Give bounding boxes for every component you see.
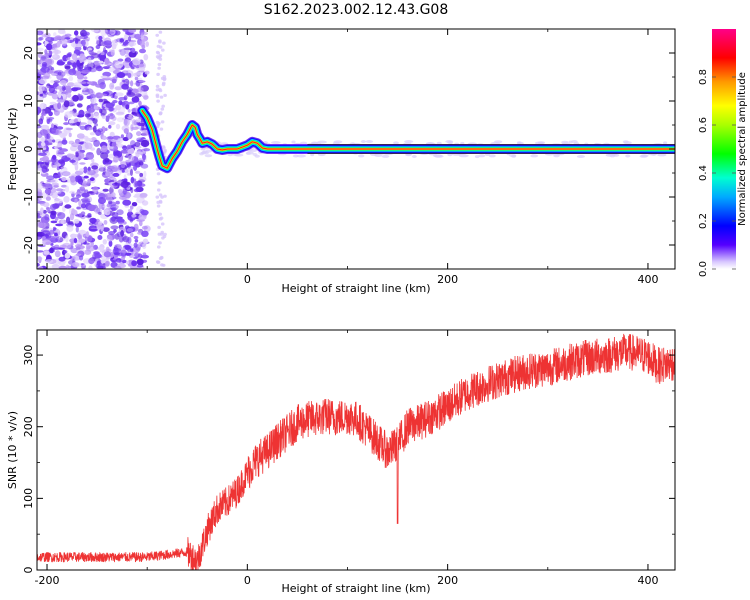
ridge-layer-0: [137, 105, 675, 174]
snr-ytick-label: 300: [22, 345, 35, 366]
colorbar-ticks: 0.0 0.2 0.4 0.6 0.8: [698, 69, 736, 277]
colorbar-tick-label: 0.2: [698, 213, 709, 229]
spectrogram-ytick-label: 0: [22, 146, 35, 153]
ridge-layer-2: [139, 107, 675, 171]
spectrogram-panel: -200 0 200 400 -20 -10 0 10 20 Height of straigh…: [6, 28, 676, 295]
spectrogram-xtick-label: 0: [244, 273, 251, 286]
figure-title: S162.2023.002.12.43.G08: [264, 2, 449, 18]
spectrogram-ytick-label: -10: [22, 188, 35, 206]
snr-ytick-label: 100: [22, 488, 35, 509]
colorbar-tick-label: 0.8: [698, 69, 709, 85]
spectrogram-ytick-label: 20: [22, 46, 35, 60]
colorbar-tick-label: 0.6: [698, 117, 709, 133]
ridge-layer-1: [138, 106, 675, 173]
colorbar-label: Normalized spectral amplitude: [737, 72, 748, 226]
spectrogram-xtick-label: 400: [637, 273, 658, 286]
spectrogram-ridge: [137, 105, 675, 174]
snr-ytick-label: 200: [22, 416, 35, 437]
snr-ylabel: SNR (10 * v/v): [6, 411, 19, 489]
snr-series-line: [37, 333, 675, 570]
spectrogram-ylabel: Frequency (Hz): [6, 108, 19, 191]
snr-ytick-label: 0: [22, 567, 35, 574]
snr-xtick-label: 200: [437, 574, 458, 587]
snr-xlabel: Height of straight line (km): [281, 582, 430, 595]
colorbar-tick-label: 0.0: [698, 261, 709, 277]
snr-xtick-label: 0: [244, 574, 251, 587]
snr-xtick-label: -200: [35, 574, 60, 587]
colorbar-gradient: [712, 29, 736, 269]
spectrogram-xlabel: Height of straight line (km): [281, 282, 430, 295]
spectrogram-xtick-label: 200: [437, 273, 458, 286]
colorbar: 0.0 0.2 0.4 0.6 0.8 Normalized spectral ampl…: [698, 29, 748, 277]
ridge-layer-3: [140, 108, 675, 170]
ridge-layer-4: [141, 109, 675, 170]
spectrogram-xtick-label: -200: [35, 273, 60, 286]
spectrogram-ytick-label: 10: [22, 94, 35, 108]
ridge-layer-5: [141, 109, 675, 169]
spectrogram-noise: [37, 29, 672, 269]
colorbar-tick-label: 0.4: [698, 165, 709, 181]
snr-frame: [36, 329, 676, 571]
spectrogram-axes: -200 0 200 400 -20 -10 0 10 20: [22, 28, 676, 286]
snr-xtick-label: 400: [637, 574, 658, 587]
spectrogram-ytick-label: -20: [22, 236, 35, 254]
